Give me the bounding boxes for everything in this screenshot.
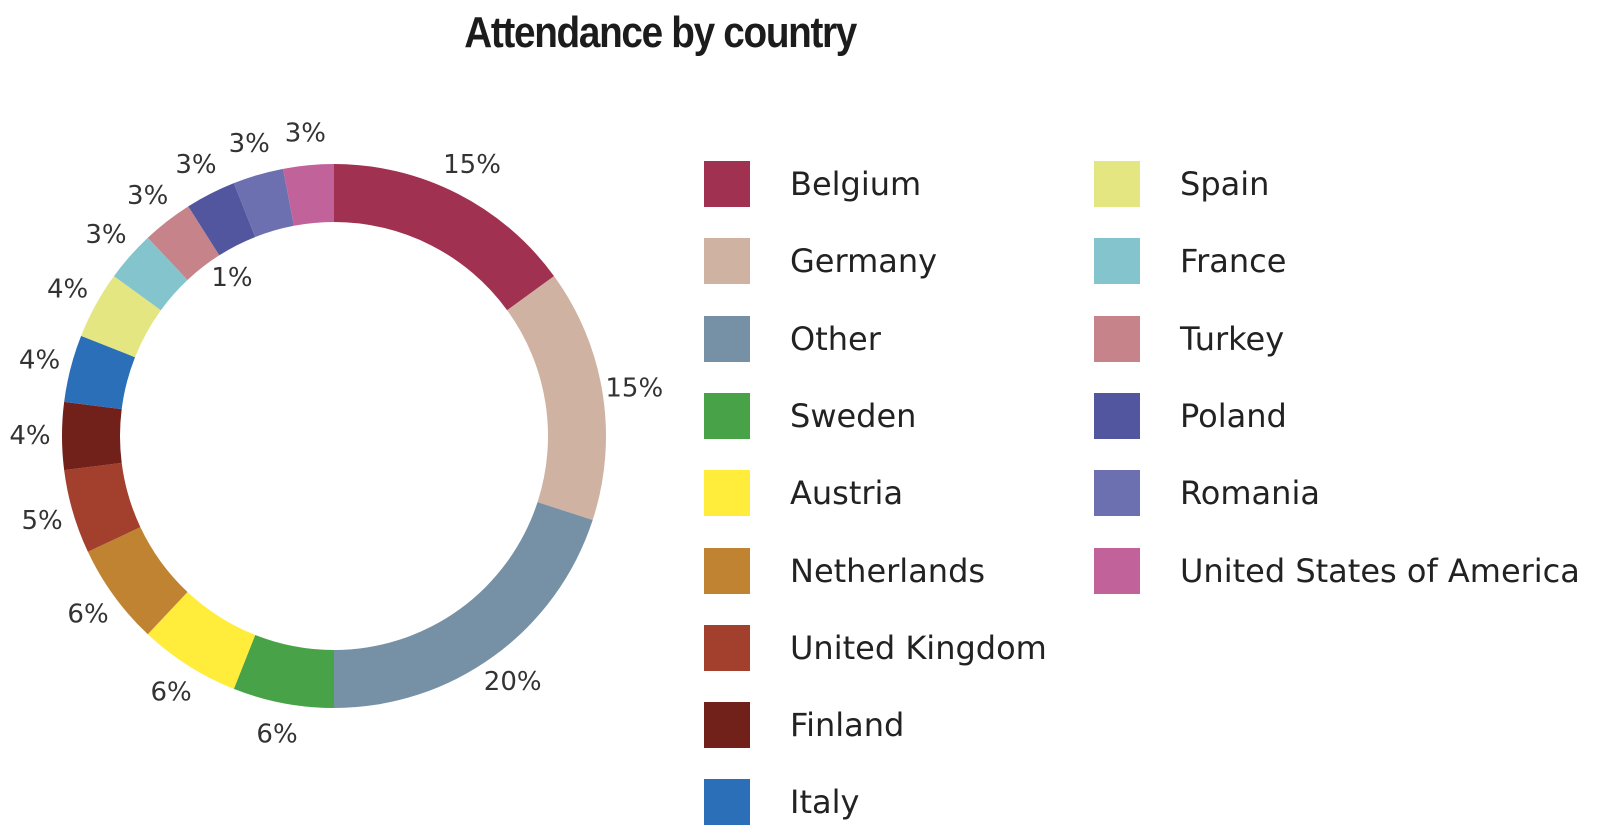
legend-label: Other	[790, 319, 881, 358]
slice-label-austria: 6%	[150, 678, 191, 708]
slice-label-united-kingdom: 5%	[21, 506, 62, 536]
legend-item-finland: Finland	[704, 702, 905, 749]
legend-swatch	[1094, 547, 1140, 594]
legend-label: Austria	[790, 474, 904, 513]
slice-label-other: 20%	[484, 667, 542, 697]
legend-item-spain: Spain	[1094, 161, 1269, 207]
legend-swatch	[1094, 315, 1140, 362]
slice-turkey	[147, 206, 220, 280]
legend-item-turkey: Turkey	[1094, 315, 1285, 362]
slice-netherlands	[87, 527, 188, 635]
legend-item-belgium: Belgium	[704, 161, 921, 207]
legend-item-romania: Romania	[1094, 470, 1320, 517]
slice-austria	[147, 592, 256, 689]
donut-slices	[61, 164, 607, 708]
legend-item-netherlands: Netherlands	[704, 547, 986, 594]
legend-swatch	[704, 238, 750, 285]
slice-label-germany: 15%	[605, 373, 663, 403]
extra-label-0: 1%	[211, 263, 252, 293]
legend-label: Germany	[790, 242, 938, 281]
legend-item-united-states-of-america: United States of America	[1094, 547, 1580, 594]
slice-united-states-of-america	[283, 164, 334, 226]
slice-united-kingdom	[64, 462, 141, 552]
legend-label: United Kingdom	[790, 628, 1047, 667]
slice-label-poland: 3%	[175, 150, 216, 180]
legend-item-sweden: Sweden	[704, 392, 917, 439]
legend-swatch	[704, 392, 750, 439]
legend-label: Netherlands	[790, 551, 986, 590]
legend-item-italy: Italy	[704, 779, 860, 826]
legend-swatch	[704, 624, 750, 671]
slice-germany	[507, 276, 607, 521]
legend-item-germany: Germany	[704, 238, 938, 285]
chart-title: Attendance by country	[464, 8, 857, 57]
legend-label: France	[1180, 242, 1287, 281]
slice-belgium	[334, 164, 555, 311]
legend-label: Turkey	[1180, 319, 1285, 358]
slice-label-italy: 4%	[19, 345, 60, 375]
legend-item-poland: Poland	[1094, 392, 1287, 439]
legend-label: Finland	[790, 706, 905, 745]
legend-swatch	[1094, 392, 1140, 439]
slice-sweden	[233, 634, 334, 708]
slice-label-spain: 4%	[47, 275, 88, 305]
slice-label-turkey: 3%	[127, 181, 168, 211]
slice-label-sweden: 6%	[256, 720, 297, 750]
legend-swatch	[704, 547, 750, 594]
legend-label: Italy	[790, 783, 860, 822]
slice-labels: 15%15%20%6%6%6%5%4%4%4%3%3%3%3% 3%1%	[9, 118, 663, 749]
legend-swatch	[704, 702, 750, 749]
slice-label-united-states-of-america: 3%	[285, 118, 326, 148]
legend-swatch	[1094, 161, 1140, 207]
legend-label: Poland	[1180, 396, 1287, 435]
legend-swatch	[704, 470, 750, 517]
slice-romania	[233, 168, 294, 238]
slice-italy	[64, 335, 136, 410]
legend-label: Spain	[1180, 165, 1270, 203]
legend-swatch	[704, 161, 750, 207]
legend-label: Sweden	[790, 396, 917, 435]
slice-france	[113, 237, 188, 311]
slice-other	[334, 502, 593, 708]
slice-label-belgium: 15%	[443, 150, 501, 180]
slice-spain	[81, 276, 161, 358]
slice-poland	[188, 183, 256, 256]
slice-finland	[61, 401, 122, 471]
legend-item-france: France	[1094, 238, 1287, 285]
legend-item-united-kingdom: United Kingdom	[704, 624, 1047, 671]
slice-label-romania: 3%	[229, 129, 270, 159]
legend-swatch	[704, 315, 750, 362]
legend-swatch	[1094, 470, 1140, 517]
legend-swatch	[1094, 238, 1140, 285]
legend-swatch	[704, 779, 750, 826]
slice-label-finland: 4%	[9, 421, 50, 451]
legend-label: Romania	[1180, 474, 1320, 513]
legend-item-other: Other	[704, 315, 881, 362]
slice-label-netherlands: 6%	[67, 600, 108, 630]
legend-item-austria: Austria	[704, 470, 904, 517]
legend-label: United States of America	[1180, 551, 1580, 590]
slice-label-france: 3%	[85, 220, 126, 250]
legend-label: Belgium	[790, 165, 922, 203]
